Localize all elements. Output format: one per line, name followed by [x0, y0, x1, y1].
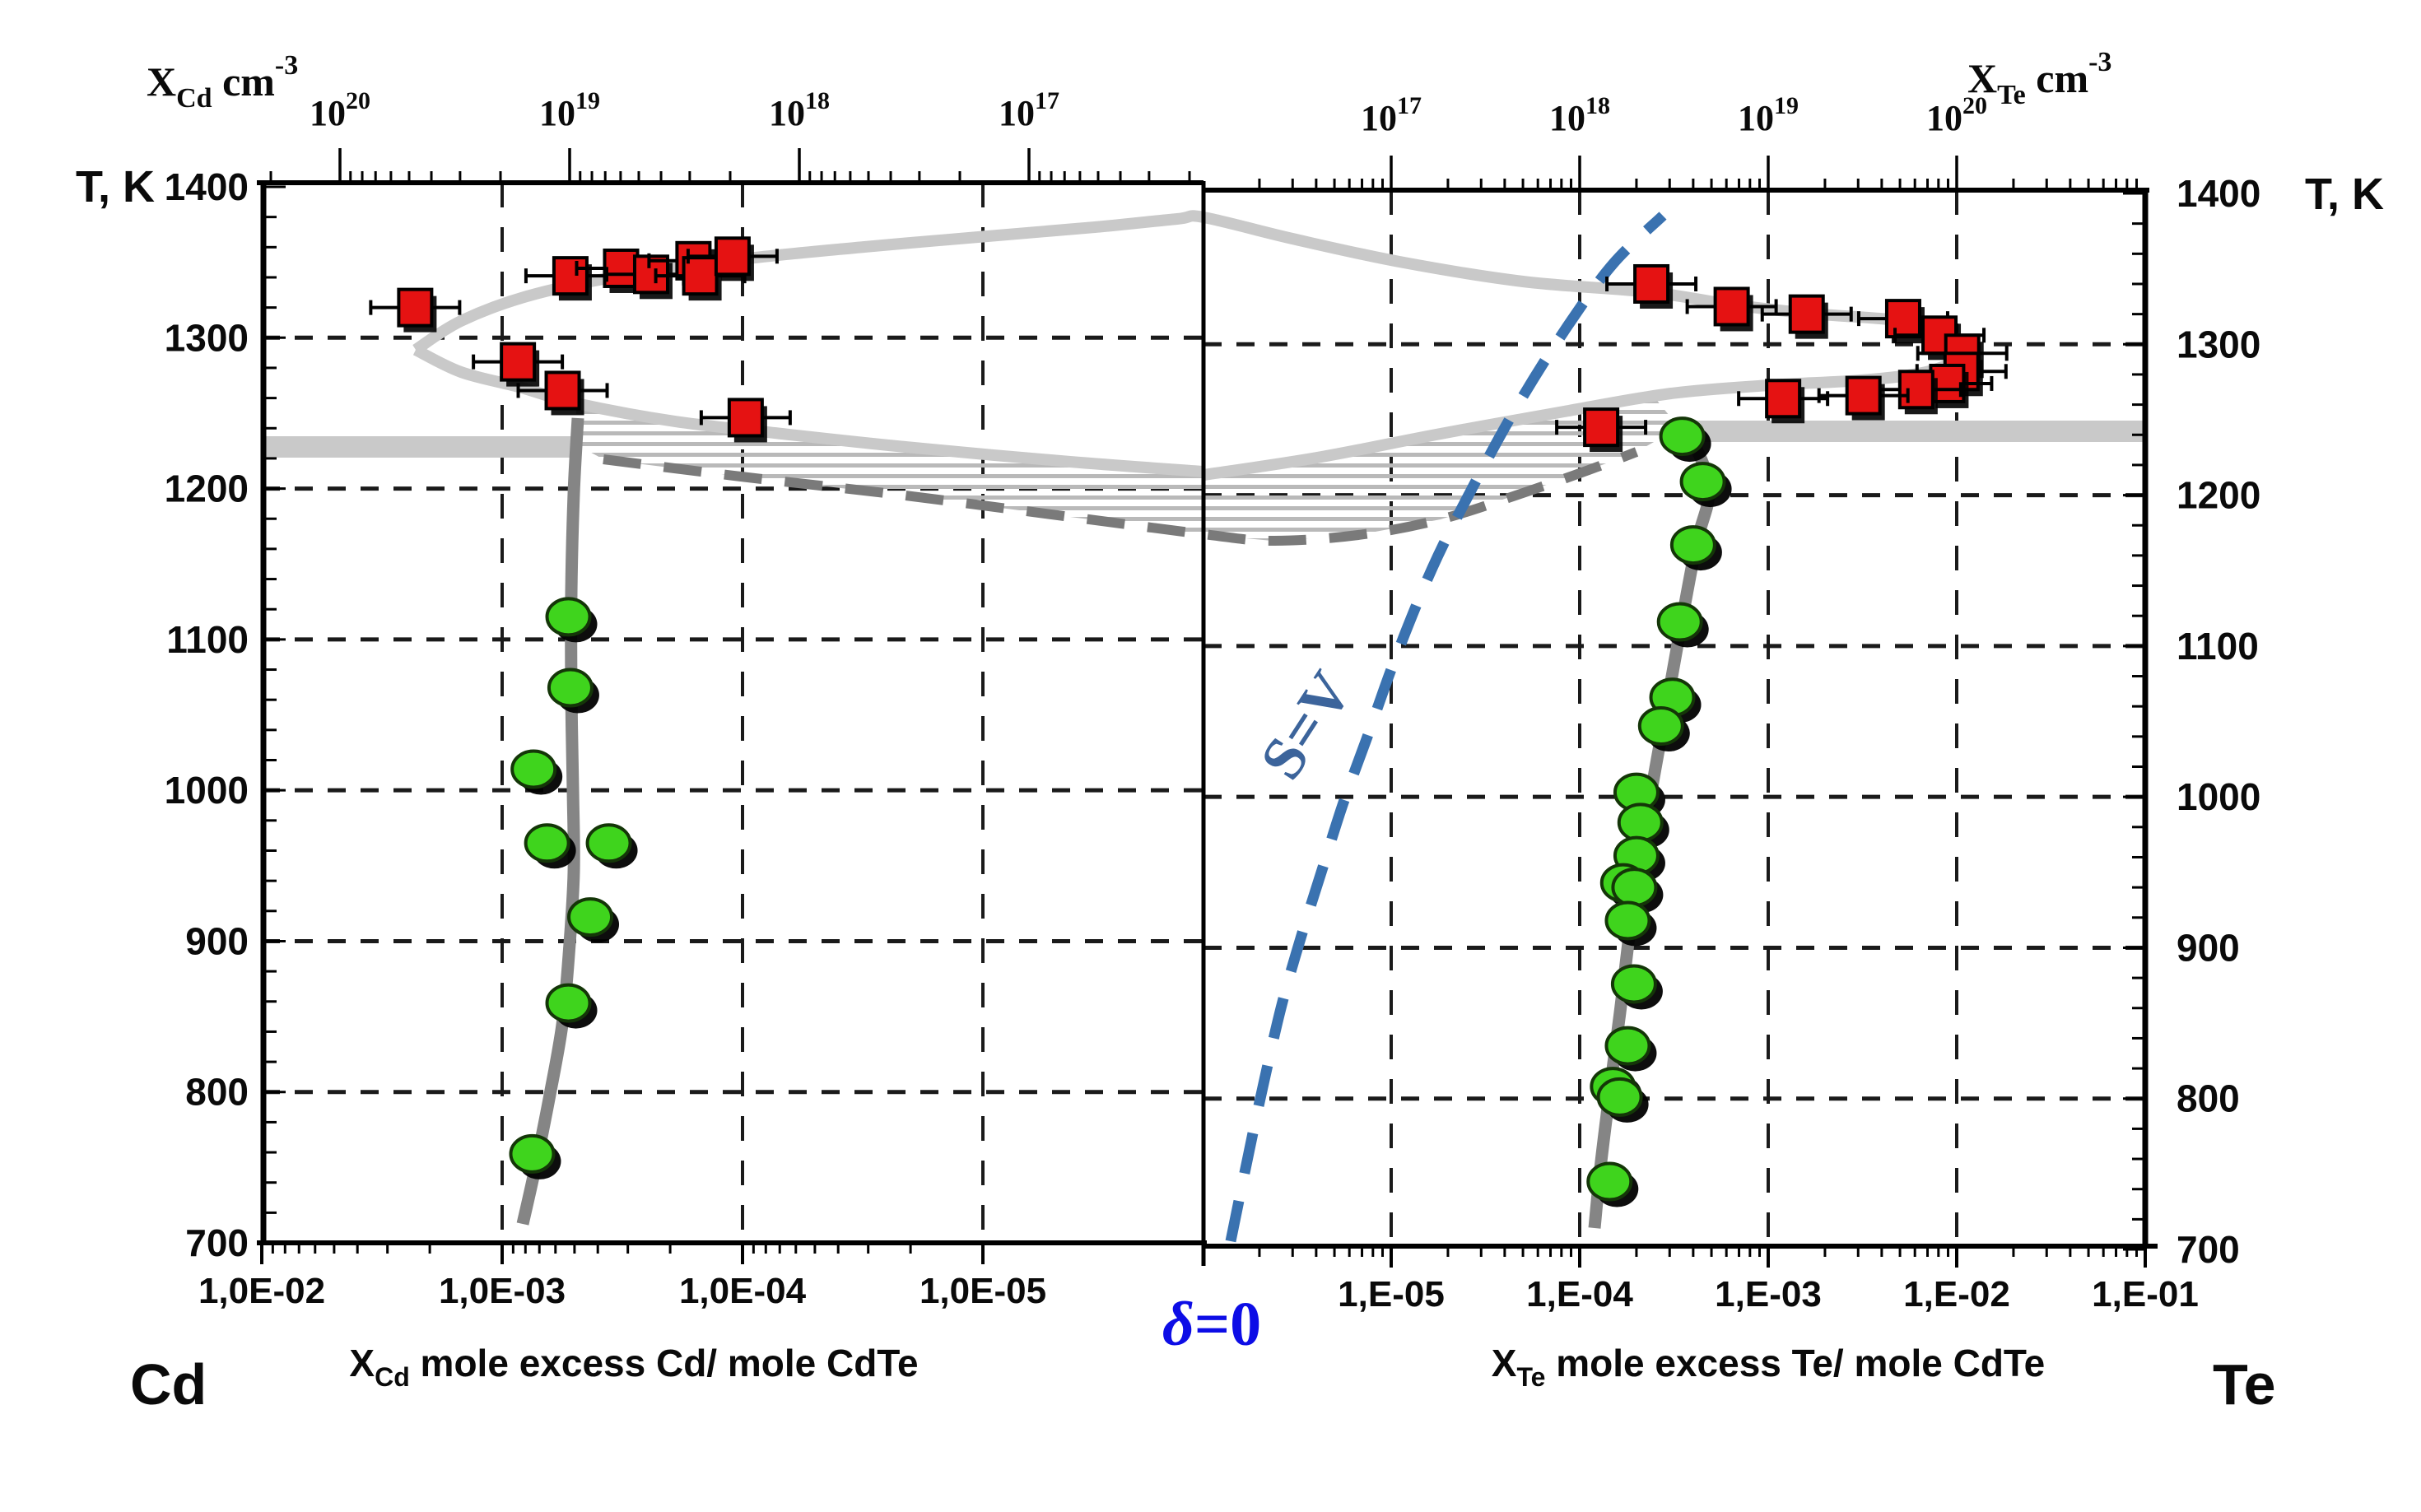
green-circle-marker: [1586, 1161, 1639, 1207]
red-square-marker: [1817, 375, 1910, 421]
top-tick-label-cd: 1017: [999, 87, 1059, 133]
top-tick-label-te: 1019: [1738, 92, 1799, 138]
x-axis-caption-te: XTe mole excess Te/ mole CdTe: [1492, 1342, 2045, 1392]
green-circle-marker: [1679, 462, 1732, 508]
y-tick-label-left: 1200: [165, 468, 249, 510]
green-circle-marker: [524, 823, 576, 869]
x-tick-label-te: 1,E-04: [1526, 1274, 1633, 1314]
y-tick-label-right: 1200: [2177, 474, 2260, 517]
green-circle-marker: [547, 668, 599, 714]
green-circle-marker: [1610, 964, 1663, 1010]
solidus-points-cd: [509, 597, 638, 1179]
green-circle-marker: [567, 897, 620, 943]
y-tick-label-left: 700: [185, 1221, 249, 1264]
solvus-cd: [516, 417, 584, 1226]
green-circle-marker: [545, 983, 598, 1029]
red-square-marker: [1737, 379, 1830, 424]
green-circle-marker: [1637, 706, 1690, 752]
red-square-marker: [686, 236, 779, 281]
green-circle-marker: [509, 1133, 561, 1179]
x-tick-label-te: 1,E-05: [1338, 1274, 1445, 1314]
solidus-points-te: [1586, 416, 1732, 1207]
y-tick-label-right: 700: [2177, 1228, 2240, 1271]
y-tick-label-right: 1300: [2177, 323, 2260, 365]
y-axis-title-right: T, K: [2305, 170, 2384, 219]
green-circle-marker: [1604, 900, 1657, 947]
delta-zero-annotation: δ=0: [1162, 1290, 1261, 1359]
top-tick-label-te: 1018: [1549, 92, 1610, 138]
green-circle-marker: [585, 823, 638, 869]
red-square-marker: [1605, 263, 1698, 309]
y-tick-label-left: 1400: [165, 165, 249, 208]
top-tick-label-te: 1017: [1361, 92, 1422, 138]
top-tick-label-cd: 1020: [310, 87, 370, 133]
red-square-marker: [516, 370, 609, 416]
liquidus-points-te: [1555, 263, 2009, 453]
red-square-marker: [1685, 286, 1778, 332]
y-tick-label-right: 1100: [2177, 625, 2259, 668]
axes-and-ticks: [257, 148, 2158, 1268]
y-tick-label-right: 800: [2177, 1077, 2240, 1120]
data-points: [369, 236, 2009, 1207]
y-tick-label-left: 1100: [166, 618, 249, 661]
s-equals-v-annotation: S=V: [1248, 660, 1366, 791]
red-square-marker: [369, 287, 462, 333]
red-square-marker: [654, 256, 747, 301]
green-circle-marker: [1596, 1077, 1649, 1123]
red-square-marker: [1869, 370, 1962, 415]
red-square-marker: [699, 398, 792, 443]
y-tick-label-left: 800: [185, 1071, 249, 1114]
corner-label-cd: Cd: [130, 1352, 207, 1417]
retrograde-dashed-line: [603, 447, 1639, 547]
x-tick-label-cd: 1,0E-04: [679, 1271, 807, 1311]
x-tick-label-cd: 1,0E-03: [439, 1271, 566, 1311]
y-tick-label-right: 900: [2177, 926, 2240, 969]
top-tick-label-te: 1020: [1926, 92, 1987, 138]
top-axis-title-te: XTe cm-3: [1967, 47, 2111, 110]
x-tick-label-cd: 1,0E-05: [920, 1271, 1046, 1311]
y-tick-label-left: 1000: [165, 769, 249, 812]
x-tick-label-te: 1,E-03: [1715, 1274, 1822, 1314]
green-circle-marker: [1656, 602, 1709, 648]
top-tick-label-cd: 1018: [769, 87, 830, 133]
y-tick-label-left: 1300: [165, 316, 249, 359]
tick-labels: 1400 1400 1300 1300 1200 1200 1100 1100 1000 1000…: [165, 87, 2261, 1314]
red-square-marker: [1760, 294, 1853, 339]
top-axis-title-cd: XCd cm-3: [147, 50, 298, 114]
x-tick-label-cd: 1,0E-02: [198, 1271, 325, 1311]
y-tick-label-right: 1000: [2177, 775, 2260, 818]
corner-label-te: Te: [2213, 1352, 2276, 1417]
green-circle-marker: [1669, 525, 1722, 571]
x-tick-label-te: 1,E-02: [1903, 1274, 2010, 1314]
y-tick-label-left: 900: [185, 919, 249, 962]
red-square-marker: [472, 342, 565, 387]
green-circle-marker: [545, 597, 598, 643]
x-tick-label-te: 1,E-01: [2092, 1274, 2199, 1314]
static-labels: XCd cm-3 XTe cm-3 T, K T, K Cd Te XCd mo…: [76, 47, 2384, 1417]
y-axis-title-left: T, K: [76, 162, 155, 212]
liquidus-points-cd: [369, 236, 792, 443]
green-circle-marker: [1604, 1026, 1657, 1072]
green-circle-marker: [1659, 416, 1711, 463]
x-axis-caption-cd: XCd mole excess Cd/ mole CdTe: [349, 1342, 918, 1392]
top-tick-label-cd: 1019: [539, 87, 600, 133]
red-square-marker: [1555, 407, 1648, 453]
red-square-marker: [524, 256, 617, 301]
green-circle-marker: [510, 749, 563, 795]
y-tick-label-right: 1400: [2177, 172, 2260, 215]
